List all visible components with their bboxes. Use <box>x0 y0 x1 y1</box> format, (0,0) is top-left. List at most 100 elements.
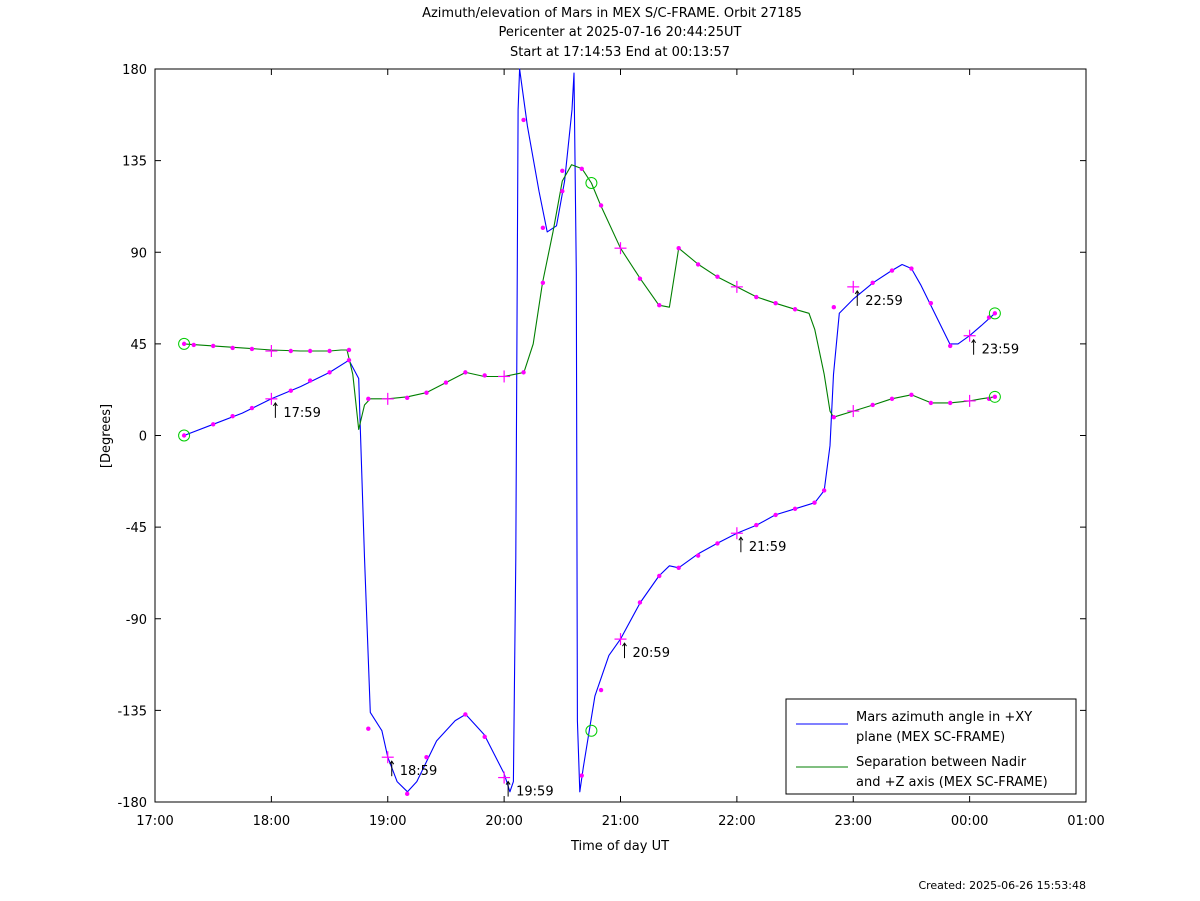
series-1-marker-11 <box>443 380 449 385</box>
extra-ring-0 <box>585 177 598 190</box>
y-tick-label-4: 0 <box>139 430 147 445</box>
series-1-marker-1 <box>210 343 216 349</box>
legend-label-separation-1: Separation between Nadir <box>856 755 1027 770</box>
series-1-marker-6 <box>327 348 332 354</box>
chart-title-line-1: Azimuth/elevation of Mars in MEX S/C-FRA… <box>422 6 802 21</box>
chart-title-line-3: Start at 17:14:53 End at 00:13:57 <box>510 45 730 60</box>
legend-label-separation-2: and +Z axis (MEX SC-FRAME) <box>856 775 1048 790</box>
time-label-3: 20:59 <box>633 646 670 661</box>
series-1-marker-12 <box>463 370 468 375</box>
x-tick-label-6: 23:00 <box>835 814 872 829</box>
time-label-5: 22:59 <box>865 294 902 309</box>
time-label-6: 23:59 <box>982 343 1019 358</box>
series-1-marker-5 <box>307 348 313 354</box>
plot-frame <box>154 68 1087 803</box>
series-0-marker-6 <box>346 357 352 363</box>
time-label-arrowhead-0 <box>272 401 278 407</box>
time-label-arrowhead-4 <box>738 536 744 541</box>
x-axis-label: Time of day UT <box>570 839 669 854</box>
series-1-marker-32 <box>947 400 953 406</box>
y-tick-label-8: -180 <box>117 796 147 811</box>
time-label-arrowhead-3 <box>622 642 627 647</box>
series-1-marker-0 <box>191 342 196 348</box>
x-tick-label-3: 20:00 <box>485 814 522 829</box>
chart-title-line-2: Pericenter at 2025-07-16 20:44:25UT <box>498 25 741 40</box>
series-1-marker-10 <box>424 390 429 395</box>
series-1-marker-25 <box>773 300 778 306</box>
series-1-marker-29 <box>889 396 895 402</box>
y-tick-label-7: -135 <box>117 704 147 719</box>
time-label-0: 17:59 <box>283 406 320 421</box>
series-1-marker-15 <box>540 280 546 285</box>
time-label-arrowhead-6 <box>971 338 977 344</box>
legend-box <box>785 698 1077 795</box>
series-0-marker-12 <box>521 117 526 123</box>
series-1-marker-14 <box>521 370 526 375</box>
series-0-start-ring <box>178 429 191 442</box>
time-label-2: 19:59 <box>516 785 553 800</box>
y-tick-label-5: -45 <box>126 521 147 536</box>
series-layer <box>183 68 996 793</box>
legend-label-azimuth-1: Mars azimuth angle in +XY <box>856 710 1032 725</box>
series-1-marker-28 <box>870 402 875 408</box>
time-label-arrowhead-5 <box>854 289 860 295</box>
created-footer: Created: 2025-06-26 15:53:48 <box>918 879 1086 892</box>
series-1-marker-21 <box>676 245 681 251</box>
series-0-marker-10 <box>463 712 468 717</box>
series-0-marker-20 <box>695 553 701 558</box>
time-label-4: 21:59 <box>749 540 786 555</box>
x-tick-label-4: 21:00 <box>602 814 639 829</box>
series-1-marker-30 <box>909 392 914 397</box>
series-line-1 <box>184 164 995 430</box>
x-tick-label-7: 00:00 <box>951 814 988 829</box>
series-0-marker-31 <box>928 300 934 306</box>
series-0-marker-30 <box>909 266 914 271</box>
x-tick-label-5: 22:00 <box>718 814 755 829</box>
series-0-end-ring <box>988 307 1001 320</box>
series-0-marker-18 <box>657 573 662 579</box>
series-0-marker-29 <box>889 268 895 273</box>
y-axis-label: [Degrees] <box>99 404 114 468</box>
series-0-start-dot <box>181 433 187 438</box>
y-tick-label-2: 90 <box>130 246 147 261</box>
series-1-start-dot <box>181 341 187 347</box>
legend-label-azimuth-2: plane (MEX SC-FRAME) <box>856 730 1005 745</box>
series-0-marker-21 <box>715 541 720 546</box>
series-1-marker-18 <box>598 203 604 208</box>
x-tick-label-1: 18:00 <box>253 814 290 829</box>
series-0-marker-16 <box>598 687 604 693</box>
label-layer: 17:59 18:59 19:59 20:59 21:59 22:59 23:59 <box>272 289 1019 800</box>
series-0-marker-26 <box>821 488 827 493</box>
series-0-marker-13 <box>540 225 546 231</box>
series-1-marker-13 <box>482 373 487 378</box>
series-0-marker-3 <box>288 388 294 393</box>
series-1-marker-23 <box>715 274 720 279</box>
y-tick-label-3: 45 <box>130 338 147 353</box>
series-0-marker-27 <box>831 305 837 310</box>
series-0-marker-11 <box>482 734 487 740</box>
series-0-marker-8 <box>404 791 410 797</box>
series-0-marker-4 <box>307 378 313 383</box>
series-line-0 <box>183 68 996 793</box>
series-0-marker-19 <box>676 565 681 571</box>
series-1-end-ring <box>988 390 1001 403</box>
series-0-marker-14 <box>560 188 565 194</box>
series-1-marker-16 <box>560 168 565 174</box>
series-0-marker-28 <box>870 280 875 285</box>
axes: 17:00 18:00 19:00 20:00 21:00 22:00 23:00 00:00… <box>117 63 1104 829</box>
series-0-end-dot <box>992 311 998 316</box>
series-0-marker-9 <box>424 755 429 760</box>
series-1-marker-17 <box>579 166 584 171</box>
series-1-marker-31 <box>928 400 934 406</box>
series-0-marker-5 <box>327 370 332 375</box>
series-0-marker-22 <box>754 522 759 528</box>
series-1-marker-8 <box>366 396 371 402</box>
series-0-marker-24 <box>792 506 798 511</box>
x-tick-label-8: 01:00 <box>1067 814 1104 829</box>
x-tick-label-2: 19:00 <box>369 814 406 829</box>
time-label-arrowhead-2 <box>505 780 511 785</box>
series-0-marker-17 <box>637 600 643 605</box>
series-1-marker-26 <box>792 307 798 312</box>
series-0-marker-23 <box>773 512 778 518</box>
